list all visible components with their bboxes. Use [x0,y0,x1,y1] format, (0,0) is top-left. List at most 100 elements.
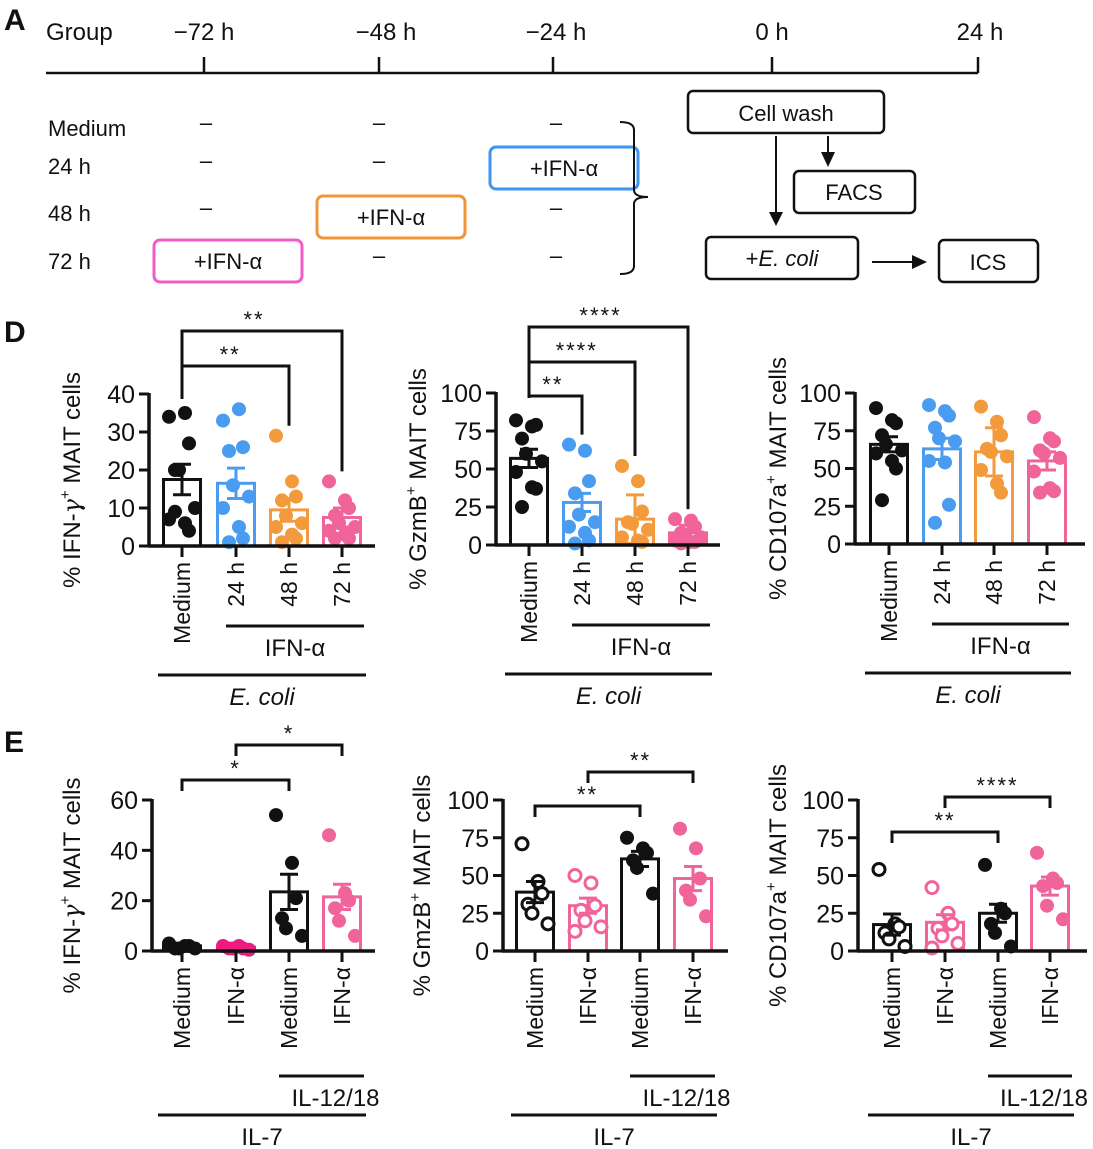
data-point [1027,464,1041,479]
x-tick-label: IFN-α [223,967,249,1025]
x-tick-label: Medium [879,967,905,1049]
data-point [514,836,530,852]
y-tick-label: 25 [813,493,841,521]
group-rows: Medium – – – 24 h – – +IFN-α 48 h – +IFN-α – 72 h +IF… [48,110,640,284]
group-label: 72 h [48,249,91,274]
data-point [222,444,236,458]
x-tick-label: Medium [169,967,195,1049]
data-point [891,919,907,935]
data-point [295,928,309,943]
data-point [567,923,583,939]
data-point [1047,434,1061,449]
data-point [1040,898,1054,913]
y-tick-label: 20 [110,888,138,916]
x-tick-label: IFN-α [1037,967,1063,1025]
data-point [620,830,634,845]
data-point [529,417,543,432]
y-axis-label: % IFN-γ+ MAIT cells [57,372,86,588]
data-point [928,515,942,530]
group-label: IFN-α [611,634,672,661]
group-label: IL-7 [950,1124,991,1149]
data-point [1000,449,1014,464]
data-point [587,898,603,914]
data-point [322,828,336,843]
data-point [988,925,1002,940]
timeline-label: 24 h [957,19,1004,46]
group-label: IL-7 [593,1124,634,1149]
no-treatment-dash: – [200,110,213,135]
y-tick-label: 60 [110,787,138,815]
bar-chart-6: 0 25 50 75 100 Medium IFN-α Medium IFN-α % CD107a… [763,764,1088,1149]
group-label: IL-7 [241,1124,282,1149]
significance-bracket [180,364,291,426]
significance-label: ** [243,307,264,332]
data-point [994,428,1008,443]
significance-label: ** [220,342,241,367]
data-point [1053,450,1067,465]
y-tick-label: 100 [802,787,844,815]
data-point [1036,879,1050,894]
significance-bracket [533,804,642,817]
group-row: 24 h – – +IFN-α [48,145,640,191]
group-row: 48 h – +IFN-α – [48,194,563,240]
data-point [289,891,303,906]
x-tick-label: Medium [522,967,548,1049]
data-point [562,519,576,534]
y-tick-label: 0 [475,938,489,966]
charts: 0 10 20 30 40 Medium 24 h 48 h 72 h % IFN-γ+ MAIT… [57,303,1088,1149]
data-point [515,431,529,446]
timeline-label: −24 h [526,19,587,46]
group-row: 72 h +IFN-α – – [48,238,563,284]
x-tick-label: IFN-α [329,967,355,1025]
x-tick-label: Medium [516,561,542,643]
data-point [242,489,256,504]
significance-label: ** [934,808,955,833]
y-axis-label: % IFN-γ+ MAIT cells [57,777,86,993]
y-tick-label: 10 [107,495,135,523]
bar-chart-5: 0 25 50 75 100 Medium IFN-α Medium IFN-α % GmzB+ … [407,748,731,1149]
data-point [328,531,342,546]
no-treatment-dash: – [200,195,213,220]
no-treatment-dash: – [200,148,213,173]
group-label: 48 h [48,201,91,226]
ecoli-label: +E. coli [746,246,820,271]
data-point [689,841,703,856]
data-point [348,520,362,534]
group-label: IL-12/18 [1000,1085,1088,1112]
data-point [285,474,299,489]
data-point [578,443,592,458]
significance-bracket [527,325,690,510]
y-tick-label: 50 [461,863,489,891]
data-point [640,845,654,860]
y-axis-label: % CD107a+ MAIT cells [763,357,792,600]
data-point [688,534,702,549]
timeline-label: 0 h [755,19,788,46]
no-treatment-dash: – [550,195,563,220]
panel-label-e: E [4,726,24,759]
data-point [646,886,660,901]
x-tick-label: Medium [876,560,902,642]
data-point [1030,845,1044,860]
no-treatment-dash: – [550,243,563,268]
data-point [889,461,903,476]
data-point [342,893,356,908]
data-point [295,516,309,531]
y-tick-label: 40 [110,837,138,865]
x-tick-label: 48 h [981,560,1007,605]
significance-bracket [180,778,291,791]
data-point [994,485,1008,500]
data-point [567,868,583,883]
data-point [540,916,556,932]
y-tick-label: 20 [107,457,135,485]
x-tick-label: 48 h [622,561,648,606]
data-point [509,465,523,480]
y-tick-label: 0 [124,938,138,966]
data-point [990,414,1004,429]
ifn-alpha-treatment-box [152,238,304,284]
cell-wash-label: Cell wash [738,101,833,126]
bar-chart-1: 0 10 20 30 40 Medium 24 h 48 h 72 h % IFN-γ+ MAIT… [57,307,375,711]
bar-chart-3: 0 25 50 75 100 Medium 24 h 48 h 72 h % CD107a+ MA… [763,357,1085,709]
data-point [178,406,192,420]
bar-chart-2: 0 25 50 75 100 Medium 24 h 48 h 72 h % GzmB+ MAIT… [403,303,720,710]
data-point [182,523,196,538]
